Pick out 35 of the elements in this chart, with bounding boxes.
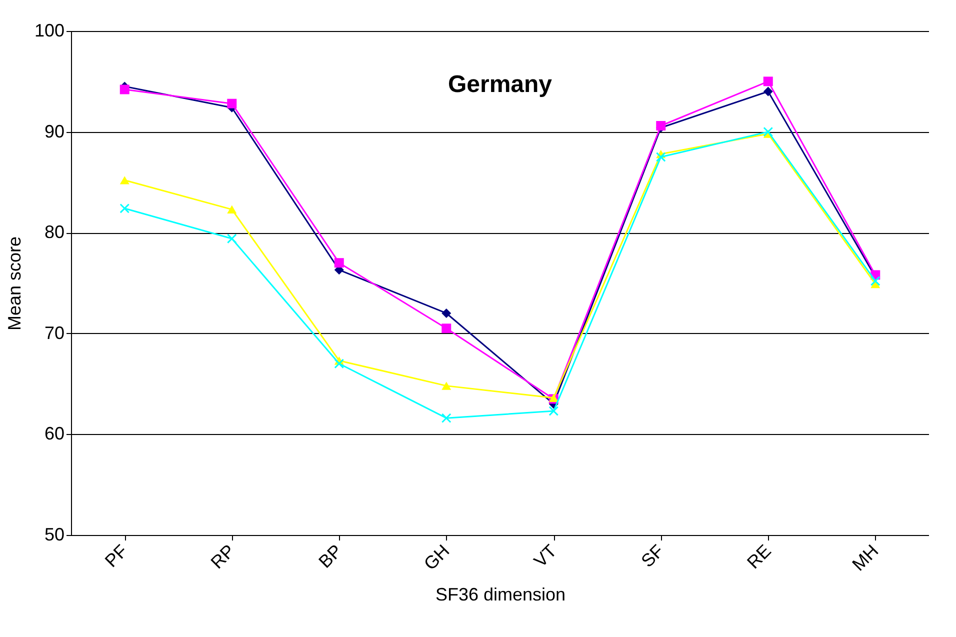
x-tick-label: BP	[314, 540, 346, 572]
text: Germany	[448, 71, 553, 98]
point	[120, 176, 130, 184]
x-tick-label: PF	[101, 540, 132, 572]
x-tick-label: RP	[206, 540, 239, 573]
point	[334, 258, 344, 268]
point	[334, 358, 344, 369]
point	[226, 234, 237, 244]
x-tick-label: GH	[420, 540, 454, 574]
x-tick-label: MH	[848, 540, 882, 575]
y-tick-label: 60	[44, 424, 64, 444]
x-tick-label: VT	[530, 540, 560, 572]
x-axis-title: SF36 dimension	[435, 584, 566, 605]
y-axis-title: Mean score	[4, 236, 24, 331]
y-tick-label: 80	[44, 222, 64, 242]
point	[763, 86, 773, 96]
y-tick-label: 50	[44, 524, 64, 544]
point	[442, 382, 452, 390]
point	[548, 406, 559, 416]
point	[120, 84, 130, 94]
point	[227, 205, 237, 214]
point	[442, 324, 452, 334]
y-tick-label: 90	[44, 121, 64, 142]
point	[763, 76, 773, 86]
point	[870, 276, 880, 286]
y-tick-label: 70	[44, 322, 64, 343]
point	[763, 126, 774, 137]
point	[442, 308, 452, 318]
point	[441, 413, 452, 424]
point	[227, 98, 237, 108]
point	[656, 152, 666, 162]
y-tick-label: 100	[34, 20, 64, 40]
x-tick-label: RE	[743, 540, 775, 573]
point	[120, 203, 130, 214]
x-tick-label: SF	[637, 540, 668, 572]
